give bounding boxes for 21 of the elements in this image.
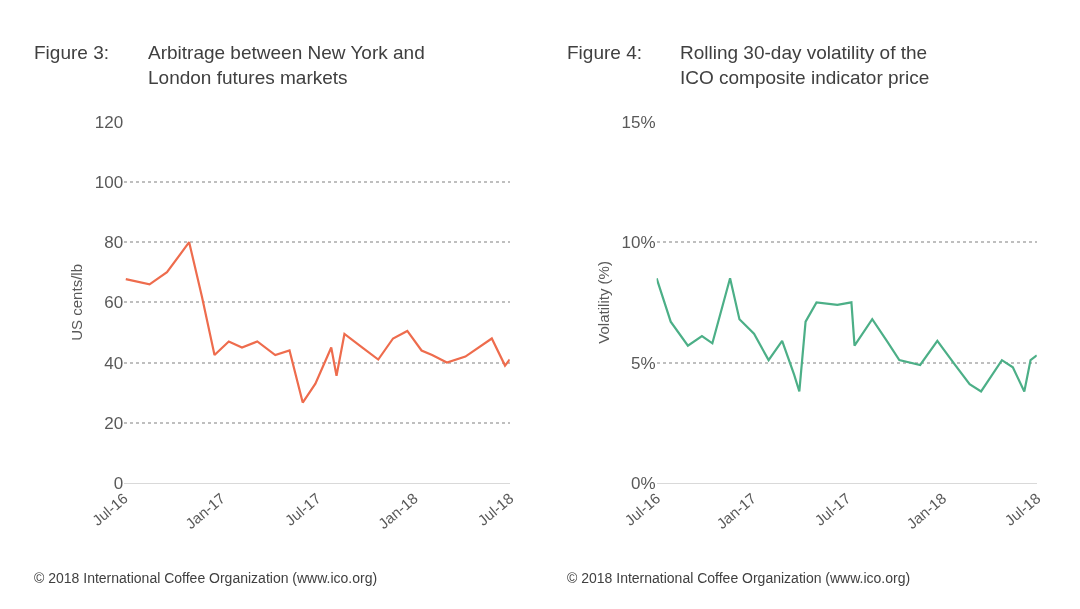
- chart-title: Figure 4:: [567, 42, 642, 63]
- y-tick-label: 40: [104, 353, 124, 373]
- y-tick-label: 20: [104, 413, 124, 433]
- y-axis-title: Volatility (%): [594, 261, 612, 344]
- line-series: [124, 241, 510, 404]
- text: © 2018 International Coffee Organization (www.ico.org): [567, 570, 911, 586]
- chart-subtitle: Arbitrage between New York and London futures markets: [148, 42, 425, 88]
- y-tick-label: 80: [104, 233, 124, 253]
- chart-title: Figure 3:: [34, 42, 109, 63]
- y-tick-label: 10%: [621, 233, 656, 253]
- y-tick-label: 100: [94, 172, 124, 192]
- y-tick-label: 60: [104, 293, 124, 313]
- y-tick-label: 15%: [621, 112, 656, 132]
- y-tick-label: 0: [113, 473, 124, 493]
- y-tick-label: 120: [94, 112, 124, 132]
- y-tick-label: 5%: [631, 353, 656, 373]
- chart-subtitle: Rolling 30-day volatility of the ICO composite indicator price: [680, 42, 930, 88]
- line-series: [656, 277, 1037, 393]
- text: © 2018 International Coffee Organization (www.ico.org): [34, 570, 378, 586]
- y-axis-title: US cents/lb: [68, 264, 86, 341]
- y-tick-label: 0%: [631, 473, 656, 493]
